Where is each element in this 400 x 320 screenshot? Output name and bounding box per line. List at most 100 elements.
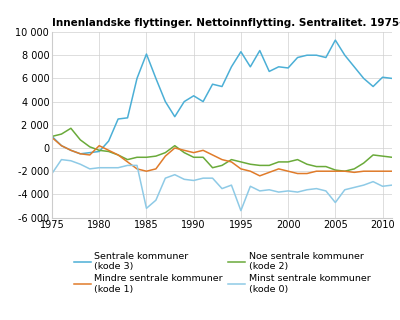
Noe sentrale kommuner
(kode 2) [286, 160, 290, 164]
Mindre sentrale kommuner
(kode 1) [314, 169, 319, 173]
Minst sentrale kommuner
(kode 0) [125, 164, 130, 167]
Sentrale kommuner
(kode 3) [267, 69, 272, 73]
Mindre sentrale kommuner
(kode 1) [286, 169, 290, 173]
Noe sentrale kommuner
(kode 2) [229, 158, 234, 162]
Minst sentrale kommuner
(kode 0) [210, 176, 215, 180]
Mindre sentrale kommuner
(kode 1) [257, 174, 262, 178]
Noe sentrale kommuner
(kode 2) [220, 164, 224, 167]
Mindre sentrale kommuner
(kode 1) [50, 136, 54, 140]
Minst sentrale kommuner
(kode 0) [154, 198, 158, 202]
Line: Sentrale kommuner
(kode 3): Sentrale kommuner (kode 3) [52, 40, 392, 154]
Mindre sentrale kommuner
(kode 1) [324, 169, 328, 173]
Sentrale kommuner
(kode 3) [295, 56, 300, 60]
Minst sentrale kommuner
(kode 0) [361, 183, 366, 187]
Mindre sentrale kommuner
(kode 1) [342, 169, 347, 173]
Mindre sentrale kommuner
(kode 1) [191, 151, 196, 155]
Sentrale kommuner
(kode 3) [68, 148, 73, 152]
Noe sentrale kommuner
(kode 2) [380, 154, 385, 158]
Sentrale kommuner
(kode 3) [154, 76, 158, 80]
Noe sentrale kommuner
(kode 2) [352, 167, 357, 171]
Sentrale kommuner
(kode 3) [78, 152, 83, 156]
Line: Minst sentrale kommuner
(kode 0): Minst sentrale kommuner (kode 0) [52, 160, 392, 211]
Minst sentrale kommuner
(kode 0) [248, 184, 253, 188]
Sentrale kommuner
(kode 3) [97, 149, 102, 153]
Noe sentrale kommuner
(kode 2) [248, 162, 253, 166]
Mindre sentrale kommuner
(kode 1) [154, 167, 158, 171]
Mindre sentrale kommuner
(kode 1) [116, 153, 120, 157]
Mindre sentrale kommuner
(kode 1) [380, 169, 385, 173]
Noe sentrale kommuner
(kode 2) [201, 155, 206, 159]
Mindre sentrale kommuner
(kode 1) [210, 153, 215, 157]
Minst sentrale kommuner
(kode 0) [97, 166, 102, 170]
Minst sentrale kommuner
(kode 0) [87, 167, 92, 171]
Sentrale kommuner
(kode 3) [257, 49, 262, 52]
Noe sentrale kommuner
(kode 2) [154, 154, 158, 158]
Sentrale kommuner
(kode 3) [229, 65, 234, 69]
Mindre sentrale kommuner
(kode 1) [144, 169, 149, 173]
Minst sentrale kommuner
(kode 0) [380, 184, 385, 188]
Mindre sentrale kommuner
(kode 1) [276, 167, 281, 171]
Sentrale kommuner
(kode 3) [125, 116, 130, 120]
Mindre sentrale kommuner
(kode 1) [361, 169, 366, 173]
Minst sentrale kommuner
(kode 0) [220, 187, 224, 190]
Minst sentrale kommuner
(kode 0) [305, 188, 310, 192]
Minst sentrale kommuner
(kode 0) [59, 158, 64, 162]
Sentrale kommuner
(kode 3) [116, 117, 120, 121]
Noe sentrale kommuner
(kode 2) [210, 166, 215, 170]
Minst sentrale kommuner
(kode 0) [238, 209, 243, 212]
Sentrale kommuner
(kode 3) [286, 66, 290, 70]
Noe sentrale kommuner
(kode 2) [50, 134, 54, 138]
Sentrale kommuner
(kode 3) [59, 144, 64, 148]
Sentrale kommuner
(kode 3) [144, 52, 149, 56]
Sentrale kommuner
(kode 3) [352, 65, 357, 69]
Noe sentrale kommuner
(kode 2) [125, 158, 130, 162]
Mindre sentrale kommuner
(kode 1) [59, 144, 64, 148]
Minst sentrale kommuner
(kode 0) [371, 180, 376, 184]
Sentrale kommuner
(kode 3) [305, 53, 310, 57]
Noe sentrale kommuner
(kode 2) [78, 138, 83, 142]
Mindre sentrale kommuner
(kode 1) [201, 148, 206, 152]
Mindre sentrale kommuner
(kode 1) [229, 160, 234, 164]
Sentrale kommuner
(kode 3) [106, 139, 111, 143]
Noe sentrale kommuner
(kode 2) [106, 149, 111, 153]
Noe sentrale kommuner
(kode 2) [314, 164, 319, 168]
Mindre sentrale kommuner
(kode 1) [333, 169, 338, 173]
Noe sentrale kommuner
(kode 2) [134, 155, 140, 159]
Sentrale kommuner
(kode 3) [134, 76, 140, 80]
Noe sentrale kommuner
(kode 2) [59, 132, 64, 136]
Mindre sentrale kommuner
(kode 1) [390, 169, 394, 173]
Noe sentrale kommuner
(kode 2) [97, 148, 102, 152]
Sentrale kommuner
(kode 3) [201, 100, 206, 103]
Mindre sentrale kommuner
(kode 1) [125, 160, 130, 164]
Mindre sentrale kommuner
(kode 1) [106, 148, 111, 152]
Sentrale kommuner
(kode 3) [248, 65, 253, 69]
Sentrale kommuner
(kode 3) [163, 100, 168, 103]
Sentrale kommuner
(kode 3) [371, 84, 376, 88]
Sentrale kommuner
(kode 3) [314, 53, 319, 57]
Minst sentrale kommuner
(kode 0) [333, 201, 338, 204]
Mindre sentrale kommuner
(kode 1) [248, 169, 253, 173]
Mindre sentrale kommuner
(kode 1) [163, 154, 168, 158]
Sentrale kommuner
(kode 3) [172, 115, 177, 119]
Minst sentrale kommuner
(kode 0) [342, 188, 347, 192]
Minst sentrale kommuner
(kode 0) [106, 166, 111, 170]
Mindre sentrale kommuner
(kode 1) [134, 167, 140, 171]
Sentrale kommuner
(kode 3) [324, 56, 328, 60]
Minst sentrale kommuner
(kode 0) [286, 189, 290, 193]
Mindre sentrale kommuner
(kode 1) [371, 169, 376, 173]
Sentrale kommuner
(kode 3) [390, 76, 394, 80]
Sentrale kommuner
(kode 3) [361, 76, 366, 80]
Mindre sentrale kommuner
(kode 1) [220, 158, 224, 162]
Noe sentrale kommuner
(kode 2) [361, 161, 366, 165]
Noe sentrale kommuner
(kode 2) [144, 155, 149, 159]
Noe sentrale kommuner
(kode 2) [238, 160, 243, 164]
Mindre sentrale kommuner
(kode 1) [87, 153, 92, 157]
Minst sentrale kommuner
(kode 0) [172, 173, 177, 177]
Text: Innenlandske flyttinger. Nettoinnflytting. Sentralitet. 1975-2011: Innenlandske flyttinger. Nettoinnflyttin… [52, 19, 400, 28]
Minst sentrale kommuner
(kode 0) [201, 176, 206, 180]
Mindre sentrale kommuner
(kode 1) [238, 167, 243, 171]
Minst sentrale kommuner
(kode 0) [116, 166, 120, 170]
Noe sentrale kommuner
(kode 2) [390, 155, 394, 159]
Mindre sentrale kommuner
(kode 1) [78, 152, 83, 156]
Noe sentrale kommuner
(kode 2) [371, 153, 376, 157]
